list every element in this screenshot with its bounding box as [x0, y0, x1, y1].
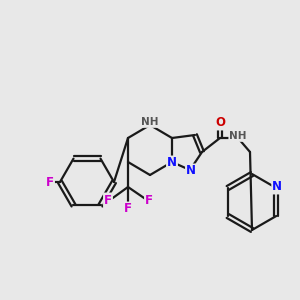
- Text: F: F: [145, 194, 153, 206]
- Text: O: O: [215, 116, 225, 130]
- Text: F: F: [124, 202, 132, 215]
- Text: F: F: [104, 194, 112, 206]
- Text: F: F: [46, 176, 54, 188]
- Text: NH: NH: [229, 131, 247, 141]
- Text: N: N: [272, 181, 282, 194]
- Text: N: N: [186, 164, 196, 178]
- Text: NH: NH: [141, 117, 159, 127]
- Text: N: N: [167, 157, 177, 169]
